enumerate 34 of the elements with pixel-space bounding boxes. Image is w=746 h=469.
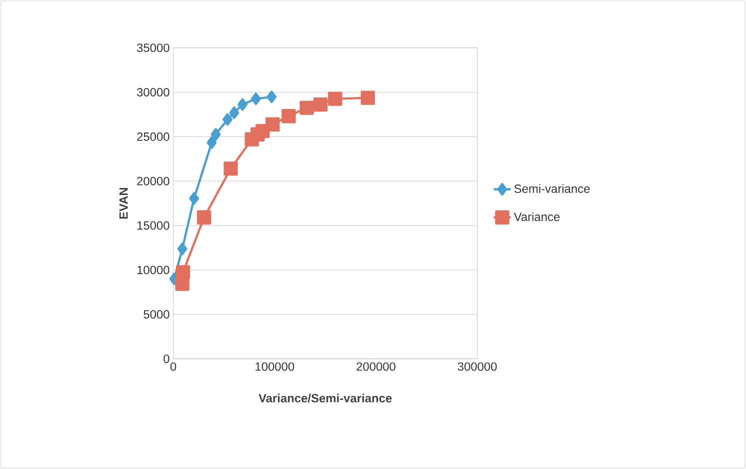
point <box>265 117 280 132</box>
point <box>177 242 188 256</box>
y-tick-label: 15000 <box>137 221 170 230</box>
x-tick-label: 0 <box>170 362 176 371</box>
point <box>176 265 190 280</box>
point <box>250 92 261 106</box>
y-tick-label: 5000 <box>144 310 170 319</box>
point <box>282 109 296 124</box>
point <box>197 210 212 224</box>
y-tick-label: 0 <box>164 354 170 364</box>
point <box>266 90 277 104</box>
point <box>300 100 314 115</box>
point <box>206 136 217 149</box>
legend-label: Variance <box>514 212 560 222</box>
y-tick-label: 25000 <box>137 132 170 141</box>
point <box>328 92 342 106</box>
y-tick-label: 30000 <box>136 88 170 96</box>
point <box>189 192 200 205</box>
x-tick-label: 200000 <box>356 362 396 371</box>
point <box>229 106 240 120</box>
x-tick-label: 300000 <box>458 362 497 371</box>
point <box>210 128 221 141</box>
x-tick-label: 100000 <box>256 362 294 371</box>
point <box>313 97 328 112</box>
y-tick-label: 35000 <box>136 44 170 52</box>
x-axis-title: Variance/Semi-variance <box>258 394 392 403</box>
y-tick-label: 10000 <box>137 266 170 274</box>
y-axis-title: EVAN <box>119 188 128 219</box>
y-tick-label: 20000 <box>137 176 170 186</box>
point <box>238 98 248 111</box>
legend-label: Semi-variance <box>514 184 590 193</box>
point <box>224 161 238 176</box>
point <box>360 90 375 105</box>
point <box>222 113 232 126</box>
